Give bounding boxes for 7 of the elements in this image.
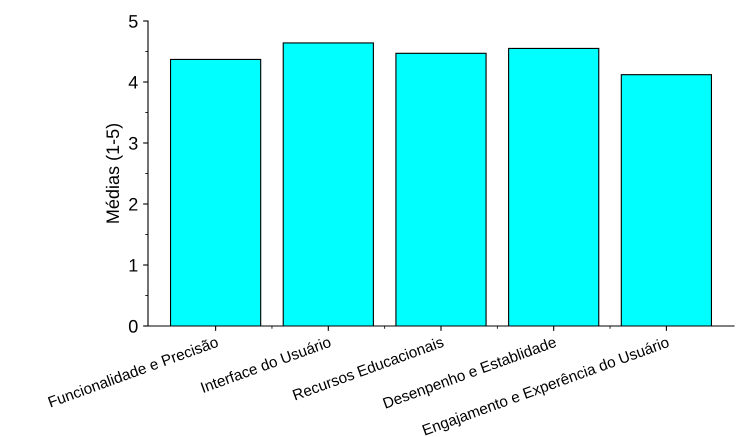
y-tick-label: 1 xyxy=(130,259,138,272)
y-tick-label: 4 xyxy=(128,76,138,89)
y-tick-label: 5 xyxy=(128,15,138,28)
y-tick-label: 3 xyxy=(128,136,138,150)
y-tick-label: 0 xyxy=(128,320,138,333)
y-tick-label: 2 xyxy=(129,198,138,211)
y-axis-title: Médias (1-5) xyxy=(106,124,123,223)
